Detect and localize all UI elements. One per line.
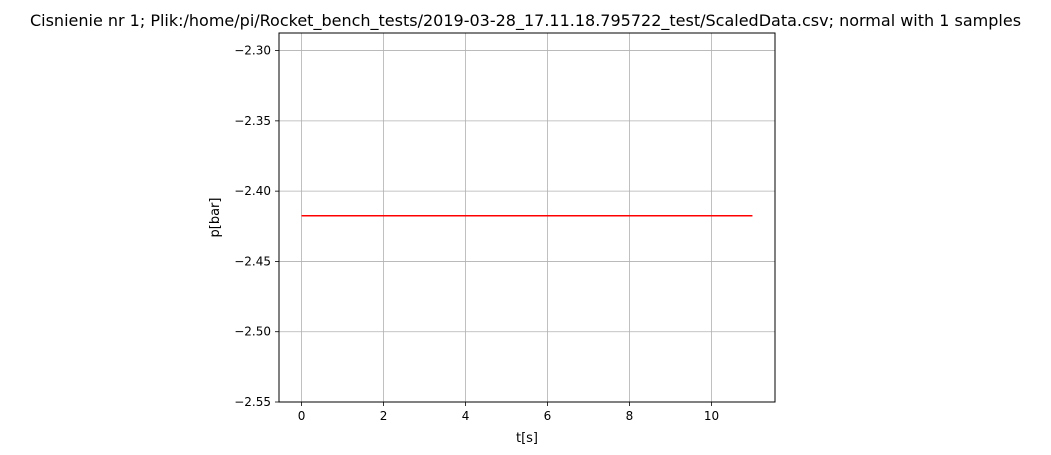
x-tick-label: 4 [462, 409, 470, 423]
y-tick-label: −2.30 [234, 44, 271, 58]
y-axis-label: p[bar] [208, 198, 223, 238]
y-tick-label: −2.45 [234, 254, 271, 268]
chart-title: Cisnienie nr 1; Plik:/home/pi/Rocket_ben… [29, 11, 1022, 30]
y-tick-label: −2.40 [234, 184, 271, 198]
x-axis-label: t[s] [516, 431, 538, 446]
y-tick-label: −2.35 [234, 114, 271, 128]
y-tick-label: −2.50 [234, 325, 271, 339]
y-tick-label: −2.55 [234, 395, 271, 409]
x-tick-label: 0 [298, 409, 306, 423]
x-tick-label: 6 [544, 409, 552, 423]
x-axis-ticks: 0 2 4 6 8 10 [298, 402, 719, 423]
y-axis-ticks: −2.30 −2.35 −2.40 −2.45 −2.50 −2.55 [234, 44, 279, 409]
plot-frame [278, 32, 776, 403]
x-tick-label: 2 [380, 409, 388, 423]
x-tick-label: 10 [704, 409, 719, 423]
x-tick-label: 8 [626, 409, 634, 423]
grid-lines [279, 33, 775, 403]
